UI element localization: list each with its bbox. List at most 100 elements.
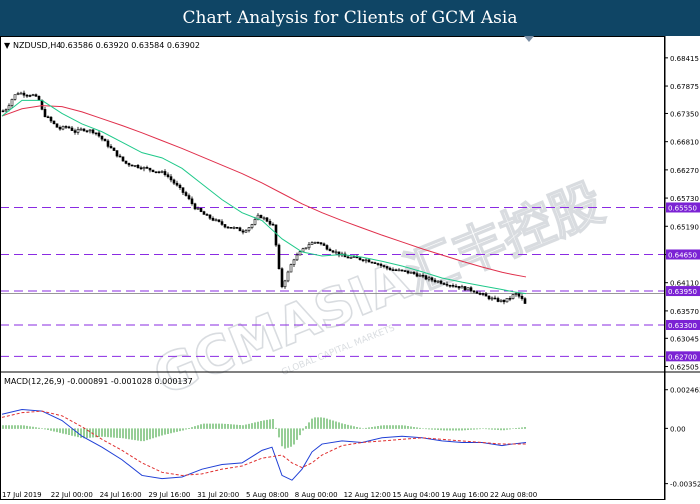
candle-body xyxy=(505,298,509,303)
chart-background xyxy=(0,36,700,500)
candle-body xyxy=(289,264,293,273)
candle-body xyxy=(349,257,353,259)
candle-body xyxy=(469,287,473,292)
candle-body xyxy=(76,128,80,133)
candle-body xyxy=(85,130,89,133)
candle-body xyxy=(472,290,476,293)
candle-body xyxy=(136,165,140,169)
candle-body xyxy=(250,224,254,228)
candle-body xyxy=(52,120,56,125)
candle-body xyxy=(352,256,356,258)
candle-body xyxy=(439,280,443,284)
candle-body xyxy=(112,147,116,151)
chart-symbol-label: NZDUSD,H4 xyxy=(13,41,61,50)
candle-body xyxy=(28,95,32,97)
macd-signal-line xyxy=(1,410,526,476)
level-price-tag-text: 0.62700 xyxy=(668,353,697,361)
price-axis-label: 0.66270 xyxy=(670,167,699,175)
candle-body xyxy=(184,192,188,196)
candle-body xyxy=(520,295,524,299)
price-chart[interactable]: GCMASIA汇丰控股 GLOBAL CAPITAL MARKETS 0.684… xyxy=(0,36,700,500)
candle-body xyxy=(175,182,179,186)
candle-body xyxy=(181,187,185,193)
candle-body xyxy=(493,297,497,300)
level-price-tag xyxy=(666,249,700,260)
candle-body xyxy=(433,279,437,282)
candle-body xyxy=(70,127,74,131)
candle-body xyxy=(100,135,104,140)
candle-body xyxy=(373,262,377,264)
candle-body xyxy=(334,251,338,254)
time-axis-label: 29 Jul 16:00 xyxy=(148,491,190,499)
candle-body xyxy=(139,167,143,170)
candle-body xyxy=(370,261,374,264)
candle-body xyxy=(292,259,296,265)
candle-body xyxy=(34,94,38,97)
candle-body xyxy=(166,174,170,177)
ma-slow-line xyxy=(1,105,527,278)
price-axis-label: 0.63570 xyxy=(670,308,699,316)
candle-body xyxy=(280,268,284,288)
page-title: Chart Analysis for Clients of GCM Asia xyxy=(0,0,700,36)
candle-body xyxy=(325,245,329,250)
level-price-tag xyxy=(666,202,700,213)
candle-body xyxy=(460,286,464,289)
candle-body xyxy=(199,207,203,212)
candle-body xyxy=(283,280,287,288)
candle-body xyxy=(148,167,152,171)
candle-body xyxy=(22,92,26,96)
candle-body xyxy=(208,214,212,219)
candle-body xyxy=(19,92,23,95)
main-price-pane[interactable]: 0.68415 0.67875 0.67350 0.66810 0.66270 0.657… xyxy=(0,55,700,499)
candle-body xyxy=(202,211,206,215)
candle-body xyxy=(346,256,350,259)
candle-body xyxy=(142,166,146,170)
candle-body xyxy=(259,214,263,219)
candle-body xyxy=(124,160,128,164)
candle-body xyxy=(187,195,191,200)
candle-body xyxy=(319,242,323,245)
candle-body xyxy=(160,171,164,173)
candle-body xyxy=(499,299,503,302)
candle-body xyxy=(385,266,389,269)
candle-body xyxy=(265,217,269,222)
candle-body xyxy=(295,254,299,261)
price-axis-label: 0.63045 xyxy=(670,335,699,343)
candle-body xyxy=(223,224,227,228)
candle-body xyxy=(130,164,134,167)
price-axis-label: 0.65190 xyxy=(670,223,699,231)
candle-body xyxy=(229,227,233,229)
chart-area[interactable]: GCMASIA汇丰控股 GLOBAL CAPITAL MARKETS 0.684… xyxy=(0,36,700,500)
candle-body xyxy=(316,241,320,244)
candle-body xyxy=(31,94,35,96)
chart-info-arrow-icon[interactable]: ▼ xyxy=(4,41,11,50)
price-axis-label: 0.67875 xyxy=(670,83,699,91)
price-axis-label: 0.68415 xyxy=(670,55,699,63)
candle-body xyxy=(97,132,101,137)
ma-fast-line xyxy=(1,99,527,295)
candle-body xyxy=(403,270,407,272)
macd-axis-label: 0.00 xyxy=(670,425,686,433)
candle-body xyxy=(91,129,95,134)
candle-body xyxy=(304,247,308,250)
candle-body xyxy=(277,244,281,270)
candle-body xyxy=(238,227,242,232)
macd-pane[interactable]: 0.002463 0.00 -0.003521 xyxy=(1,387,700,489)
candle-body xyxy=(379,263,383,266)
candle-body xyxy=(103,138,107,142)
time-axis-label: 8 Aug 00:00 xyxy=(295,491,338,499)
candle-body xyxy=(10,99,14,106)
candle-body xyxy=(484,293,488,297)
candle-body xyxy=(397,269,401,272)
candle-body xyxy=(235,227,239,229)
candle-body xyxy=(169,176,173,181)
time-axis-label: 22 Aug 08:00 xyxy=(490,491,537,499)
candle-body xyxy=(205,214,209,216)
candle-body xyxy=(445,283,449,286)
candle-body xyxy=(454,285,458,288)
chart-shift-marker[interactable] xyxy=(524,36,534,42)
candle-body xyxy=(466,287,470,291)
candle-body xyxy=(388,267,392,270)
time-axis-label: 15 Aug 04:00 xyxy=(392,491,439,499)
level-price-tag xyxy=(666,319,700,330)
